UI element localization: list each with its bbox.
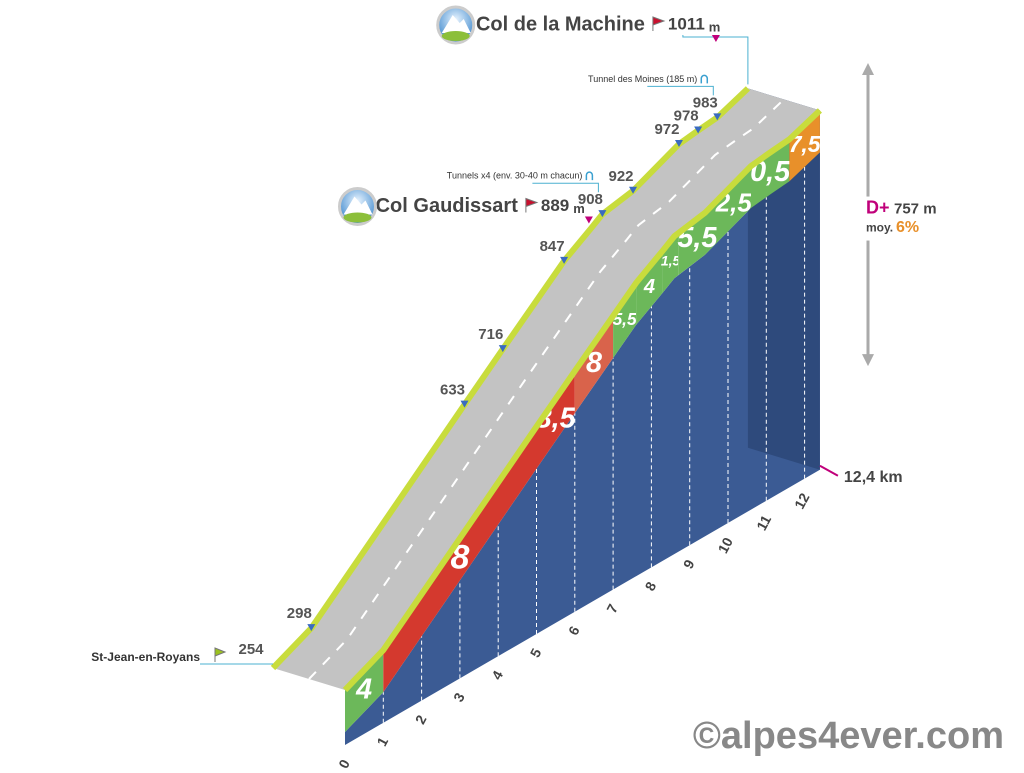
gradient-band [751, 139, 790, 208]
average-label: 6% [896, 219, 919, 236]
gradient-band [536, 371, 575, 469]
altitude-label: 889 [541, 196, 569, 215]
km-label: 8 [642, 579, 660, 594]
km-label: 10 [714, 534, 736, 555]
distance-label: 12,4 km [844, 469, 903, 486]
km-label: 7 [603, 601, 621, 616]
marker [674, 140, 683, 148]
km-label: 0 [335, 756, 353, 768]
altitude-label: 978 [674, 108, 699, 125]
gradient-band [789, 110, 820, 182]
gradient-label: 1,5 [661, 253, 681, 269]
gradient-band [678, 201, 717, 276]
pass-name: Col Gaudissart [376, 195, 519, 217]
altitude-label: 1011 [668, 14, 705, 33]
side-face [345, 152, 820, 745]
altitude-label: 983 [693, 94, 718, 111]
leader [647, 85, 714, 96]
km-label: 12 [791, 490, 813, 511]
pass-name: Col de la Machine [476, 13, 645, 35]
marker [584, 216, 593, 224]
altitude-label: 298 [287, 605, 312, 622]
road [273, 88, 820, 690]
altitude-label: 633 [440, 382, 465, 399]
gradient-label: 5,5 [613, 309, 637, 329]
gradient-label: 8 [586, 347, 602, 379]
km-label: 3 [450, 690, 468, 705]
km-label: 5 [527, 645, 545, 660]
altitude-label: 972 [654, 121, 679, 138]
marker [460, 400, 469, 408]
pass-icon-grass [343, 212, 372, 223]
road-center-line [308, 98, 785, 680]
gradient-band [383, 426, 537, 693]
km-label: 11 [753, 512, 774, 533]
altitude-label: 908 [578, 191, 603, 208]
unit: m [709, 19, 721, 34]
unit: m [573, 201, 585, 216]
flag [652, 16, 666, 31]
tunnel-note: Tunnels x4 (env. 30-40 m chacun) [447, 171, 583, 181]
gradient-band [574, 316, 614, 414]
road-edge [270, 86, 750, 671]
marker [307, 624, 316, 632]
gain-prefix: D+ [866, 197, 890, 217]
gradient-band [716, 166, 751, 244]
flag [525, 197, 539, 213]
marker [713, 113, 722, 121]
marker [560, 256, 569, 264]
copyright: ©alpes4ever.com [693, 715, 1004, 757]
start-name: St-Jean-en-Royans [91, 650, 200, 664]
marker [694, 126, 703, 134]
tunnel-icon [700, 74, 709, 84]
marker [629, 186, 638, 194]
km-label: 9 [680, 557, 698, 572]
altitude-label: 716 [478, 326, 503, 343]
marker [598, 210, 607, 218]
gradient-band [613, 282, 637, 358]
leader [532, 182, 599, 193]
average-prefix: moy. [866, 221, 893, 235]
gradient-band [345, 650, 384, 732]
km-label: 2 [412, 712, 430, 727]
km-label: 1 [373, 734, 391, 749]
altitude-label: 254 [238, 641, 264, 658]
pass-icon-mountain [441, 15, 471, 33]
marker [498, 345, 507, 353]
flag [214, 647, 227, 662]
gain-label: 757 m [894, 201, 937, 218]
tunnel-note: Tunnel des Moines (185 m) [588, 74, 697, 84]
gradient-label: 4 [355, 674, 372, 706]
km-label: 6 [565, 623, 583, 638]
pass-icon-grass [441, 31, 470, 41]
profile-line [342, 108, 822, 693]
altitude-label: 922 [609, 168, 634, 185]
pass-icon-mountain [343, 196, 373, 215]
tunnel-icon [585, 171, 594, 181]
km-label: 4 [488, 668, 506, 683]
distance-tick [819, 464, 839, 477]
altitude-label: 847 [540, 238, 565, 255]
marker [711, 35, 720, 42]
gain-bg [860, 196, 920, 241]
gradient-label: 4 [643, 276, 655, 298]
gradient-band [636, 250, 663, 325]
